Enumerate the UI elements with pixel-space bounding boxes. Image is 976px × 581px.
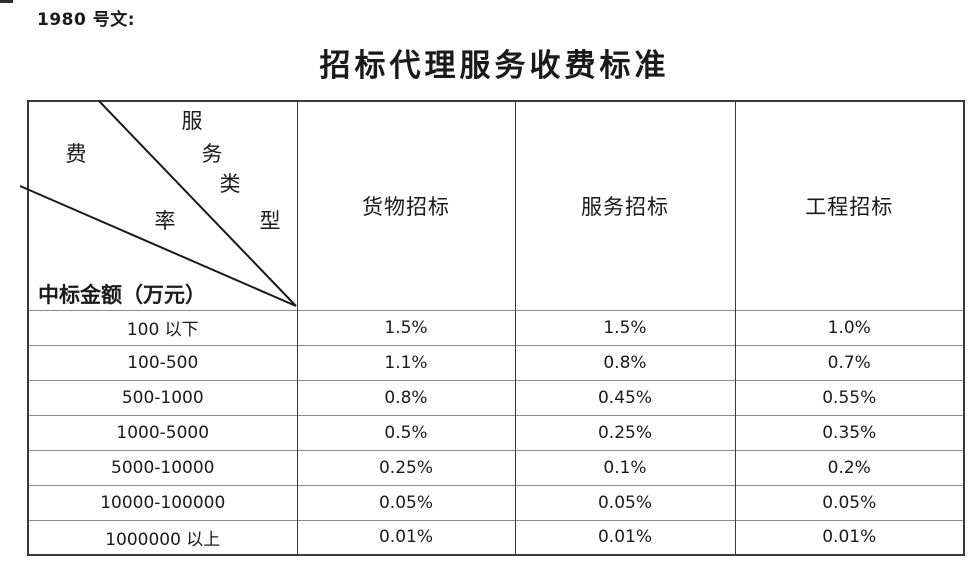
fee-cell: 1.5% [514, 309, 735, 345]
fee-cell: 0.05% [734, 484, 964, 520]
fee-cell: 0.45% [514, 379, 735, 415]
fee-cell: 0.05% [514, 484, 735, 520]
fee-cell: 0.05% [296, 484, 515, 520]
scan-edge-artifact [0, 0, 13, 3]
table-row: 5000-10000 0.25% 0.1% 0.2% [28, 449, 964, 485]
amount-range-cell: 5000-10000 [28, 449, 297, 485]
table-row: 500-1000 0.8% 0.45% 0.55% [28, 379, 964, 415]
fee-cell: 0.55% [734, 379, 964, 415]
fee-cell: 0.25% [296, 449, 515, 485]
fee-cell: 0.7% [734, 344, 964, 380]
amount-range-cell: 1000-5000 [28, 414, 297, 450]
fee-cell: 0.25% [514, 414, 735, 450]
fee-cell: 0.2% [734, 449, 964, 485]
doc-number: 1980 号文: [37, 10, 136, 30]
amount-range-cell: 10000-100000 [28, 484, 297, 520]
fee-cell: 0.01% [734, 519, 964, 555]
fee-standard-table: 货物招标 服务招标 工程招标 100 以下 1.5% 1.5% 1.0% 100… [27, 100, 965, 556]
fee-cell: 0.8% [296, 379, 515, 415]
fee-cell: 0.5% [296, 414, 515, 450]
fee-cell: 0.01% [296, 519, 515, 555]
fee-cell: 1.0% [734, 309, 964, 345]
table-row: 100-500 1.1% 0.8% 0.7% [28, 344, 964, 380]
table-row: 1000-5000 0.5% 0.25% 0.35% [28, 414, 964, 450]
column-header-engineering: 工程招标 [734, 101, 964, 310]
fee-cell: 0.01% [514, 519, 735, 555]
table-row: 100 以下 1.5% 1.5% 1.0% [28, 309, 964, 345]
header-row: 货物招标 服务招标 工程招标 [28, 101, 964, 310]
fee-cell: 0.35% [734, 414, 964, 450]
amount-range-cell: 100 以下 [28, 309, 297, 345]
column-header-services: 服务招标 [514, 101, 735, 310]
fee-cell: 1.5% [296, 309, 515, 345]
fee-cell: 0.8% [514, 344, 735, 380]
table-row: 1000000 以上 0.01% 0.01% 0.01% [28, 519, 964, 555]
corner-cell [28, 101, 297, 310]
table-row: 10000-100000 0.05% 0.05% 0.05% [28, 484, 964, 520]
fee-cell: 0.1% [514, 449, 735, 485]
amount-range-cell: 100-500 [28, 344, 297, 380]
column-header-goods: 货物招标 [296, 101, 515, 310]
amount-range-cell: 500-1000 [28, 379, 297, 415]
page-title: 招标代理服务收费标准 [319, 48, 670, 84]
amount-range-cell: 1000000 以上 [28, 519, 297, 555]
fee-cell: 1.1% [296, 344, 515, 380]
